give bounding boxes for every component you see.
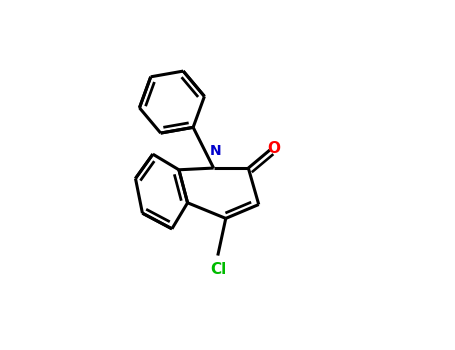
Text: N: N [210, 144, 221, 158]
Text: Cl: Cl [210, 262, 227, 278]
Text: O: O [267, 141, 280, 156]
